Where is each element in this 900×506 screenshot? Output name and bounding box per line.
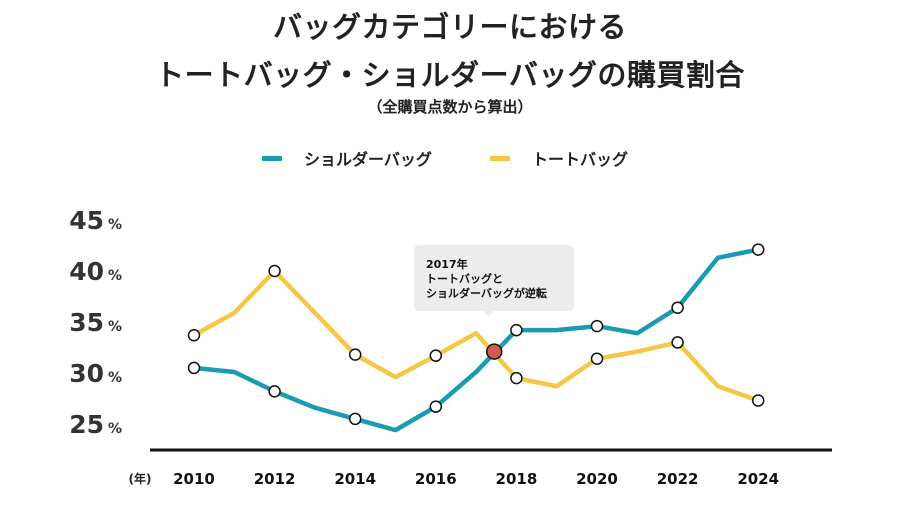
y-tick-unit: % <box>108 268 122 284</box>
legend-item-shoulder: ショルダーバッグ <box>262 146 432 170</box>
series-line-tote <box>192 268 759 403</box>
data-point-shoulder <box>751 243 765 256</box>
x-tick-label: 2024 <box>737 470 779 488</box>
data-point-shoulder <box>429 400 443 413</box>
chart-title-line-2: トートバッグ・ショルダーバッグの購買割合 <box>155 58 745 92</box>
chart-title-line-1: バッグカテゴリーにおける <box>272 10 627 44</box>
annotation-callout <box>414 245 574 317</box>
annotation-text-line: 2017年 <box>426 257 468 271</box>
data-point-tote <box>348 348 362 361</box>
annotation-text-line: ショルダーバッグが逆転 <box>426 286 547 300</box>
x-tick-label: 2012 <box>254 470 296 488</box>
data-point-tote <box>671 336 684 349</box>
series-line-shoulder <box>193 247 759 433</box>
data-point-shoulder <box>671 301 684 314</box>
chart-subtitle: （全購買点数から算出） <box>367 98 533 116</box>
x-tick-label: 2014 <box>334 470 376 488</box>
annotation-text-line: トートバッグと <box>426 272 503 286</box>
legend-item-tote: トートバッグ <box>490 146 628 170</box>
y-tick-label: 35 <box>69 308 104 337</box>
legend-label-shoulder: ショルダーバッグ <box>304 150 432 169</box>
y-tick-label: 45 <box>69 206 104 235</box>
legend-swatch-tote <box>490 155 510 161</box>
x-tick-label: 2016 <box>415 470 457 488</box>
data-point-tote <box>187 329 201 342</box>
y-tick-label: 40 <box>69 257 104 286</box>
data-point-tote <box>751 394 765 407</box>
data-point-shoulder <box>590 319 604 333</box>
x-tick-label: 2010 <box>173 470 215 488</box>
data-point-tote <box>590 352 604 365</box>
data-point-shoulder <box>187 361 201 375</box>
x-tick-label: 2022 <box>657 470 699 488</box>
y-tick-label: 25 <box>69 410 104 439</box>
x-axis-label: (年) <box>129 471 152 486</box>
legend-swatch-shoulder <box>262 155 282 161</box>
y-tick-unit: % <box>108 370 122 386</box>
data-point-shoulder <box>268 385 281 398</box>
y-tick-unit: % <box>108 421 122 437</box>
y-tick-unit: % <box>108 217 122 233</box>
data-point-shoulder <box>348 412 362 426</box>
legend-label-tote: トートバッグ <box>532 150 629 169</box>
crossover-marker <box>485 343 503 360</box>
y-tick-unit: % <box>108 319 122 335</box>
data-point-tote <box>268 264 281 278</box>
data-point-shoulder <box>510 323 523 337</box>
data-point-tote <box>429 349 443 362</box>
data-point-tote <box>510 371 523 385</box>
x-tick-label: 2020 <box>576 470 618 488</box>
y-tick-label: 30 <box>69 359 104 388</box>
x-tick-label: 2018 <box>496 470 538 488</box>
